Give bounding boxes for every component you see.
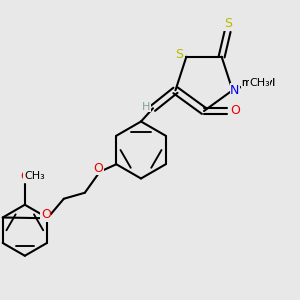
Text: N: N — [230, 84, 240, 97]
Text: S: S — [175, 48, 183, 61]
Text: H: H — [142, 102, 151, 112]
Text: methyl: methyl — [242, 78, 276, 88]
Text: CH₃: CH₃ — [24, 171, 45, 181]
Text: methyl: methyl — [242, 78, 276, 88]
Text: O: O — [20, 170, 30, 183]
Text: O: O — [41, 208, 51, 221]
Text: S: S — [224, 17, 232, 30]
Text: O: O — [93, 162, 103, 175]
Text: O: O — [230, 104, 240, 118]
Text: CH₃: CH₃ — [249, 78, 270, 88]
